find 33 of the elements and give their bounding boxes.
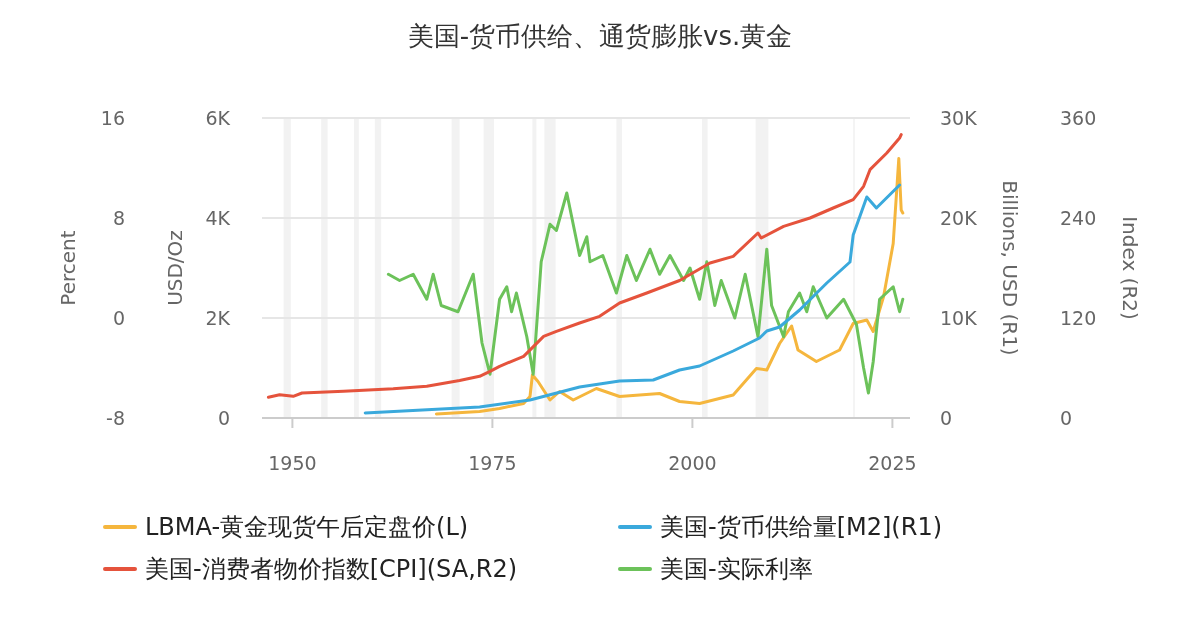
y2-tick-label: 120 bbox=[1060, 307, 1097, 329]
y2-tick-label: 6K bbox=[205, 107, 231, 129]
y-tick-label: 20K bbox=[940, 207, 978, 229]
y2-axis-title: USD/Oz bbox=[163, 230, 187, 306]
y2-tick-label: 360 bbox=[1060, 107, 1097, 129]
legend-label: 美国-实际利率 bbox=[660, 555, 813, 583]
legend-label: LBMA-黄金现货午后定盘价(L) bbox=[145, 513, 469, 541]
x-tick-label: 2025 bbox=[868, 452, 917, 474]
y-tick-label: -8 bbox=[106, 407, 125, 429]
y2-tick-label: 240 bbox=[1060, 207, 1097, 229]
y-tick-label: 30K bbox=[940, 107, 978, 129]
y-tick-label: 16 bbox=[100, 107, 125, 129]
x-tick-label: 2000 bbox=[668, 452, 717, 474]
y2-axis-title: Index (R2) bbox=[1118, 216, 1142, 320]
y-axis-title: Percent bbox=[56, 230, 80, 306]
y2-tick-label: 2K bbox=[205, 307, 231, 329]
line-series bbox=[386, 191, 905, 395]
y2-tick-label: 4K bbox=[205, 207, 231, 229]
y-axis-title: Billions, USD (R1) bbox=[998, 180, 1022, 356]
line-series bbox=[434, 157, 905, 416]
x-tick-label: 1950 bbox=[268, 452, 317, 474]
line-series bbox=[363, 183, 902, 415]
y2-tick-label: 0 bbox=[217, 407, 230, 429]
line-series bbox=[266, 133, 903, 399]
chart-title: 美国-货币供给、通货膨胀vs.黄金 bbox=[407, 21, 793, 51]
legend-label: 美国-消费者物价指数[CPI](SA,R2) bbox=[145, 555, 518, 583]
y-tick-label: 0 bbox=[940, 407, 953, 429]
legend-label: 美国-货币供给量[M2](R1) bbox=[660, 513, 943, 541]
y2-tick-label: 0 bbox=[1060, 407, 1073, 429]
y-tick-label: 0 bbox=[112, 307, 125, 329]
y-tick-label: 10K bbox=[940, 307, 978, 329]
y-tick-label: 8 bbox=[112, 207, 125, 229]
x-tick-label: 1975 bbox=[468, 452, 517, 474]
